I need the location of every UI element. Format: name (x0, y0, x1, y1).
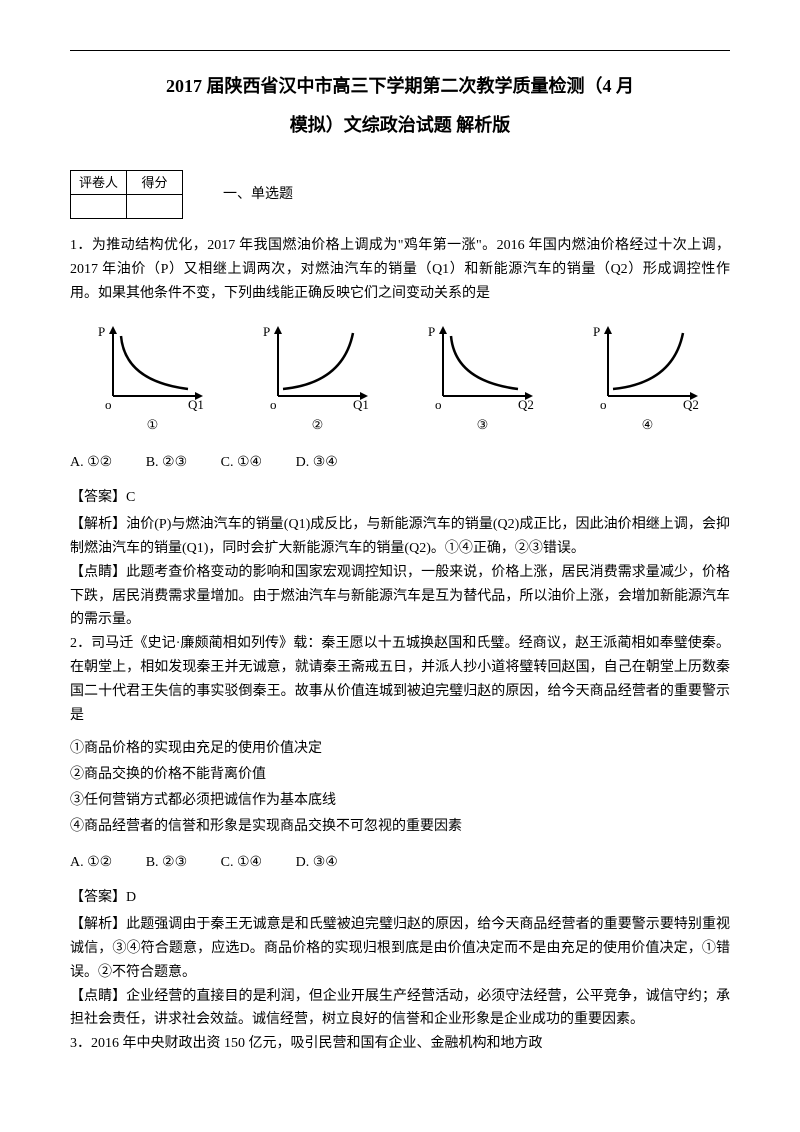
score-cell-grader (71, 195, 127, 219)
q2-analysis: 【解析】此题强调由于秦王无诚意是和氏璧被迫完璧归赵的原因，给今天商品经营者的重要… (70, 913, 730, 984)
q2-opt-d: D. ③④ (296, 855, 338, 870)
q1-opt-a: A. ①② (70, 455, 112, 470)
q1-answer: 【答案】C (70, 486, 730, 510)
q1-opt-b: B. ②③ (146, 455, 187, 470)
top-divider (70, 50, 730, 51)
axis-q2-3: Q2 (518, 397, 534, 411)
graph-label-4: ④ (588, 414, 708, 436)
axis-q1-2: Q1 (353, 397, 369, 411)
graph-3: P o Q2 ③ (423, 321, 543, 436)
q2-item3: ③任何营销方式都必须把诚信作为基本底线 (70, 789, 730, 813)
q1-options: A. ①② B. ②③ C. ①④ D. ③④ (70, 451, 730, 475)
q2-item2: ②商品交换的价格不能背离价值 (70, 763, 730, 787)
graph-2: P o Q1 ② (258, 321, 378, 436)
graphs-row: P o Q1 ① P o Q1 ② P o Q2 ③ (70, 321, 730, 436)
q1-opt-c: C. ①④ (221, 455, 262, 470)
q2-stem: 2．司马迁《史记·廉颇蔺相如列传》载：秦王愿以十五城换赵国和氏璧。经商议，赵王派… (70, 632, 730, 727)
q2-options: A. ①② B. ②③ C. ①④ D. ③④ (70, 851, 730, 875)
graph-1-svg: P o Q1 (93, 321, 213, 411)
q2-opt-c: C. ①④ (221, 855, 262, 870)
graph-1: P o Q1 ① (93, 321, 213, 436)
q1-stem: 1．为推动结构优化，2017 年我国燃油价格上调成为"鸡年第一涨"。2016 年… (70, 234, 730, 305)
q2-opt-b: B. ②③ (146, 855, 187, 870)
graph-label-1: ① (93, 414, 213, 436)
q1-answer-block: 【答案】C 【解析】油价(P)与燃油汽车的销量(Q1)成反比，与新能源汽车的销量… (70, 486, 730, 632)
score-cell-score (127, 195, 183, 219)
q1-tip: 【点睛】此题考查价格变动的影响和国家宏观调控知识，一般来说，价格上涨，居民消费需… (70, 561, 730, 632)
q2-opt-a: A. ①② (70, 855, 112, 870)
q1-opt-d: D. ③④ (296, 455, 338, 470)
q2-answer: 【答案】D (70, 886, 730, 910)
axis-p-2: P (263, 324, 270, 339)
graph-label-3: ③ (423, 414, 543, 436)
q3-stem: 3．2016 年中央财政出资 150 亿元，吸引民营和国有企业、金融机构和地方政 (70, 1032, 730, 1056)
q2-item4: ④商品经营者的信誉和形象是实现商品交换不可忽视的重要因素 (70, 815, 730, 839)
section-heading: 一、单选题 (223, 183, 293, 207)
graph-4-svg: P o Q2 (588, 321, 708, 411)
graph-label-2: ② (258, 414, 378, 436)
axis-q2-4: Q2 (683, 397, 699, 411)
axis-p-4: P (593, 324, 600, 339)
score-header-score: 得分 (127, 171, 183, 195)
axis-p-3: P (428, 324, 435, 339)
score-table: 评卷人 得分 (70, 170, 183, 219)
q2-item1: ①商品价格的实现由充足的使用价值决定 (70, 737, 730, 761)
graph-4: P o Q2 ④ (588, 321, 708, 436)
axis-p-1: P (98, 324, 105, 339)
page-title-line1: 2017 届陕西省汉中市高三下学期第二次教学质量检测（4 月 (70, 71, 730, 102)
axis-o-2: o (270, 397, 277, 411)
page-title-line2: 模拟）文综政治试题 解析版 (70, 110, 730, 141)
axis-o-4: o (600, 397, 607, 411)
q2-tip: 【点睛】企业经营的直接目的是利润，但企业开展生产经营活动，必须守法经营，公平竞争… (70, 985, 730, 1033)
graph-2-svg: P o Q1 (258, 321, 378, 411)
score-header-grader: 评卷人 (71, 171, 127, 195)
graph-3-svg: P o Q2 (423, 321, 543, 411)
q2-answer-block: 【答案】D 【解析】此题强调由于秦王无诚意是和氏璧被迫完璧归赵的原因，给今天商品… (70, 886, 730, 1032)
score-section-row: 评卷人 得分 一、单选题 (70, 170, 730, 219)
axis-o-3: o (435, 397, 442, 411)
axis-o-1: o (105, 397, 112, 411)
axis-q1-1: Q1 (188, 397, 204, 411)
q1-analysis: 【解析】油价(P)与燃油汽车的销量(Q1)成反比，与新能源汽车的销量(Q2)成正… (70, 513, 730, 561)
